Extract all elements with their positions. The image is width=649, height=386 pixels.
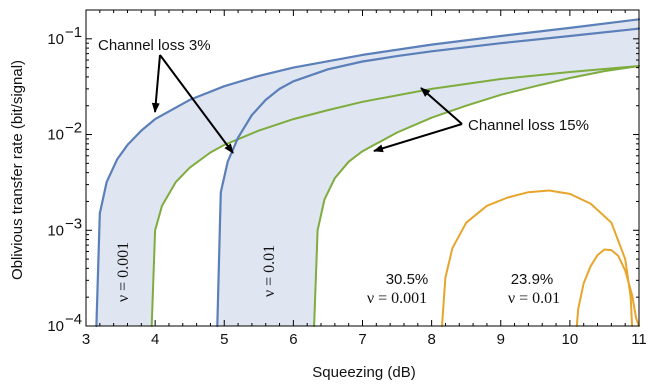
shaded-bands [96,19,640,327]
y-tick-label: 10 [47,127,64,144]
x-axis-title: Squeezing (dB) [312,364,415,381]
y-tick-label: 10 [47,31,64,48]
y-tick-base: 10 [47,127,64,144]
series-lines [95,18,641,328]
x-tick-label: 5 [220,331,228,348]
channel-loss-15-label: Channel loss 15% [468,117,589,134]
y-axis-title: Oblivious transfer rate (bit/signal) [9,60,26,280]
series-line-1 [95,18,641,328]
arrow-loss15-lower [373,123,463,153]
shaded-band-2 [217,28,640,326]
x-tick-label: 4 [151,331,159,348]
y-tick-label: 10 [47,318,64,335]
orange-left-nu: ν = 0.001 [367,290,427,307]
y-tick-base: 10 [47,31,64,48]
series-line-2 [150,65,640,327]
arrow-loss3-left [151,54,161,113]
x-tick-label: 7 [358,331,366,348]
y-tick-exponent: −4 [65,311,82,328]
nu-label-left: ν = 0.001 [115,242,132,302]
orange-right-nu: ν = 0.01 [508,290,560,307]
x-tick-label: 6 [289,331,297,348]
x-tick-label: 9 [497,331,505,348]
y-tick-base: 10 [47,222,64,239]
x-tick-label: 11 [631,331,647,348]
x-tick-label: 3 [82,331,90,348]
y-tick-exponent: −3 [65,215,82,232]
orange-left-pct: 30.5% [386,271,429,288]
series-line-5 [441,189,634,327]
series-line-6 [575,248,640,327]
x-tick-label: 10 [562,331,579,348]
x-tick-label: 8 [427,331,435,348]
arrow-loss3-right [159,54,234,154]
series-line-4 [313,65,640,327]
arrow-loss15-upper [420,87,463,125]
y-tick-exponent: −1 [65,24,82,41]
nu-label-mid: ν = 0.01 [261,245,278,297]
shaded-band-1 [96,19,639,327]
y-tick-label: 10 [47,222,64,239]
axis-ticks [85,10,640,327]
y-tick-exponent: −2 [65,120,82,137]
channel-loss-3-label: Channel loss 3% [98,37,211,54]
y-tick-base: 10 [47,318,64,335]
orange-right-pct: 23.9% [511,271,554,288]
